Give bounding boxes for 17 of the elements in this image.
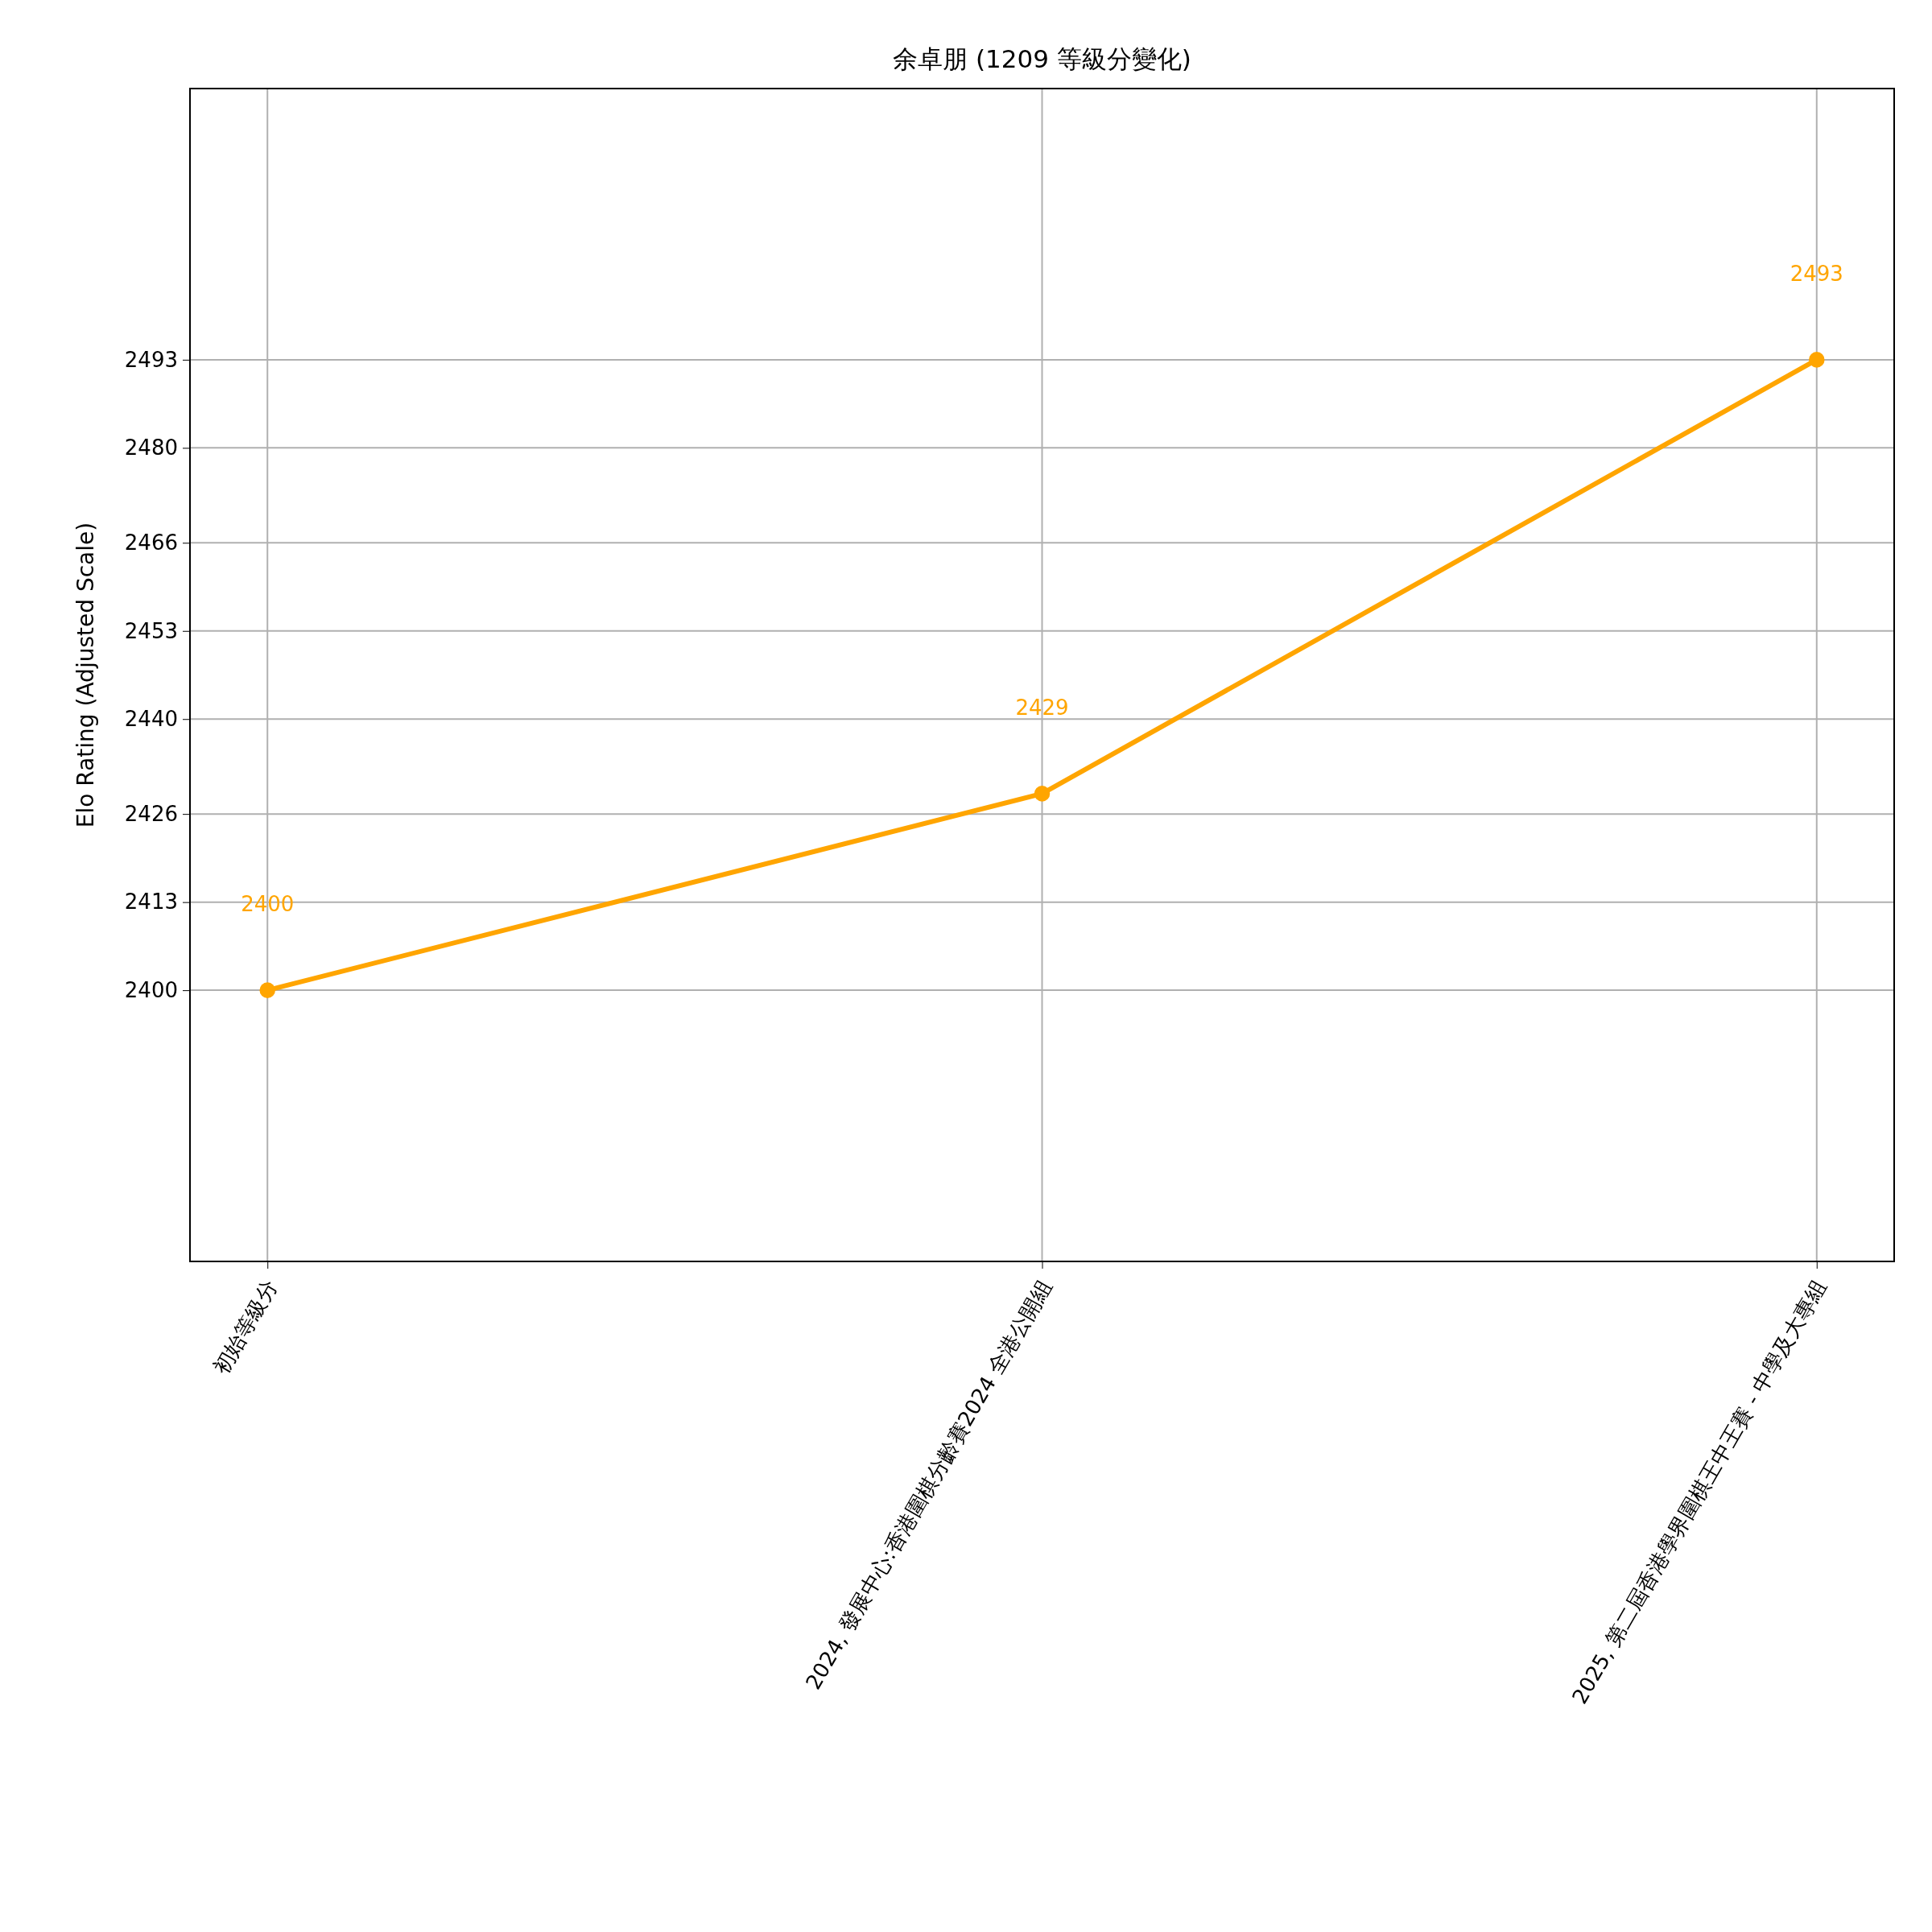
y-tick-label: 2400 bbox=[124, 977, 178, 1002]
data-label: 2429 bbox=[1015, 695, 1069, 720]
y-tick-label: 2480 bbox=[124, 436, 178, 460]
point bbox=[1034, 786, 1051, 802]
y-axis-title: Elo Rating (Adjusted Scale) bbox=[72, 522, 99, 828]
data-label: 2400 bbox=[241, 892, 295, 917]
y-tick-label: 2493 bbox=[124, 347, 178, 372]
chart-title: 余卓朋 (1209 等級分變化) bbox=[893, 44, 1191, 73]
x-tick-label: 初始等級分 bbox=[208, 1275, 282, 1379]
y-tick-label: 2440 bbox=[124, 707, 178, 732]
y-tick-label: 2453 bbox=[124, 618, 178, 643]
y-tick-label: 2426 bbox=[124, 801, 178, 826]
point bbox=[259, 982, 275, 998]
point bbox=[1809, 352, 1825, 368]
y-tick-label: 2466 bbox=[124, 530, 178, 555]
y-tick-label: 2413 bbox=[124, 890, 178, 914]
data-label: 2493 bbox=[1790, 261, 1843, 286]
